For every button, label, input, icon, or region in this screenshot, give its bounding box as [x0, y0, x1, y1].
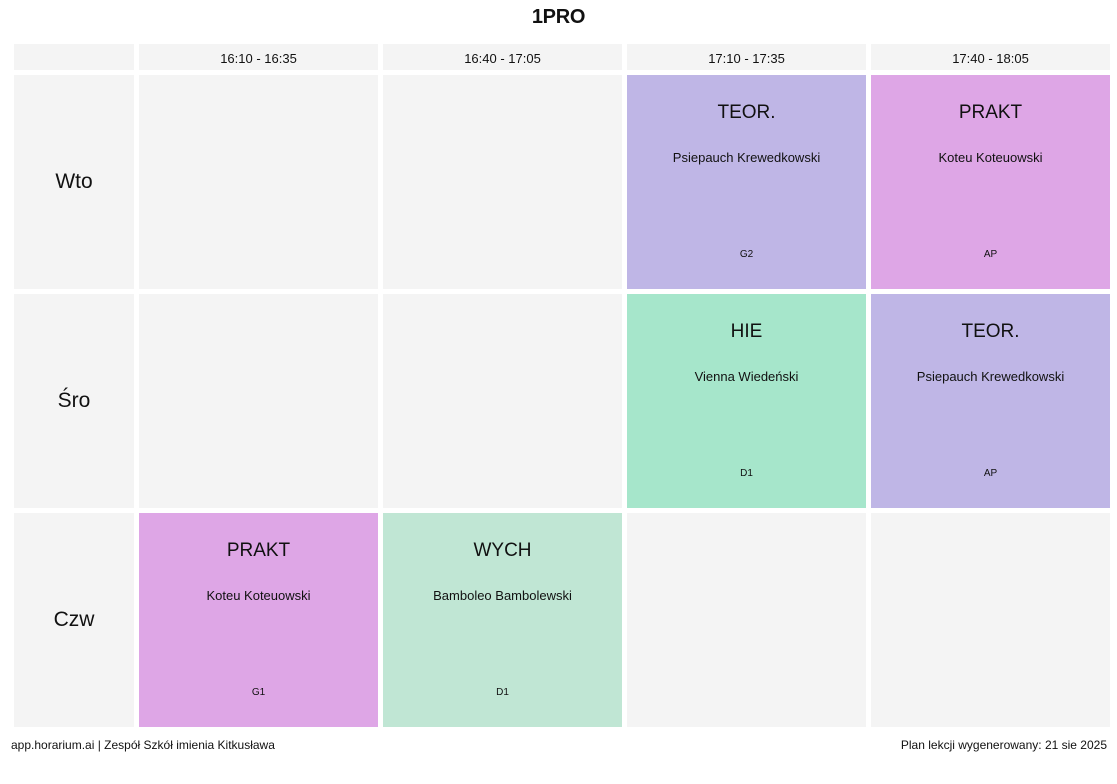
lesson-card[interactable]: TEOR. Psiepauch Krewedkowski G2	[627, 75, 866, 289]
empty-slot	[383, 294, 622, 508]
lesson-card[interactable]: HIE Vienna Wiedeński D1	[627, 294, 866, 508]
lesson-room: D1	[496, 687, 509, 698]
time-slot-header: 16:10 - 16:35	[139, 44, 378, 70]
lesson-teacher: Vienna Wiedeński	[694, 369, 799, 384]
day-label: Wto	[14, 75, 134, 289]
empty-slot	[139, 294, 378, 508]
time-slot-header: 17:40 - 18:05	[871, 44, 1110, 70]
day-label: Śro	[14, 294, 134, 508]
lesson-teacher: Koteu Koteuowski	[938, 150, 1043, 165]
lesson-subject: TEOR.	[717, 102, 776, 123]
lesson-teacher: Psiepauch Krewedkowski	[916, 369, 1065, 384]
lesson-teacher: Bamboleo Bambolewski	[433, 588, 572, 603]
timetable-grid: 16:10 - 16:35 16:40 - 17:05 17:10 - 17:3…	[14, 44, 1110, 727]
lesson-card[interactable]: WYCH Bamboleo Bambolewski D1	[383, 513, 622, 727]
time-slot-header: 17:10 - 17:35	[627, 44, 866, 70]
corner-cell	[14, 44, 134, 70]
lesson-teacher: Psiepauch Krewedkowski	[672, 150, 821, 165]
footer-school-info: app.horarium.ai | Zespół Szkół imienia K…	[11, 738, 275, 752]
lesson-subject: PRAKT	[958, 102, 1023, 123]
empty-slot	[383, 75, 622, 289]
lesson-room: G2	[739, 249, 754, 260]
lesson-subject: TEOR.	[961, 321, 1020, 342]
lesson-room: AP	[983, 468, 998, 479]
lesson-teacher: Koteu Koteuowski	[206, 588, 311, 603]
empty-slot	[627, 513, 866, 727]
page-title: 1PRO	[531, 6, 586, 28]
lesson-room: G1	[251, 687, 266, 698]
lesson-subject: HIE	[730, 321, 763, 342]
lesson-card[interactable]: TEOR. Psiepauch Krewedkowski AP	[871, 294, 1110, 508]
lesson-subject: WYCH	[473, 540, 532, 561]
lesson-room: AP	[983, 249, 998, 260]
footer-generated-date: Plan lekcji wygenerowany: 21 sie 2025	[900, 738, 1107, 752]
empty-slot	[871, 513, 1110, 727]
lesson-room: D1	[740, 468, 753, 479]
lesson-card[interactable]: PRAKT Koteu Koteuowski G1	[139, 513, 378, 727]
day-label: Czw	[14, 513, 134, 727]
lesson-subject: PRAKT	[226, 540, 291, 561]
lesson-card[interactable]: PRAKT Koteu Koteuowski AP	[871, 75, 1110, 289]
time-slot-header: 16:40 - 17:05	[383, 44, 622, 70]
empty-slot	[139, 75, 378, 289]
